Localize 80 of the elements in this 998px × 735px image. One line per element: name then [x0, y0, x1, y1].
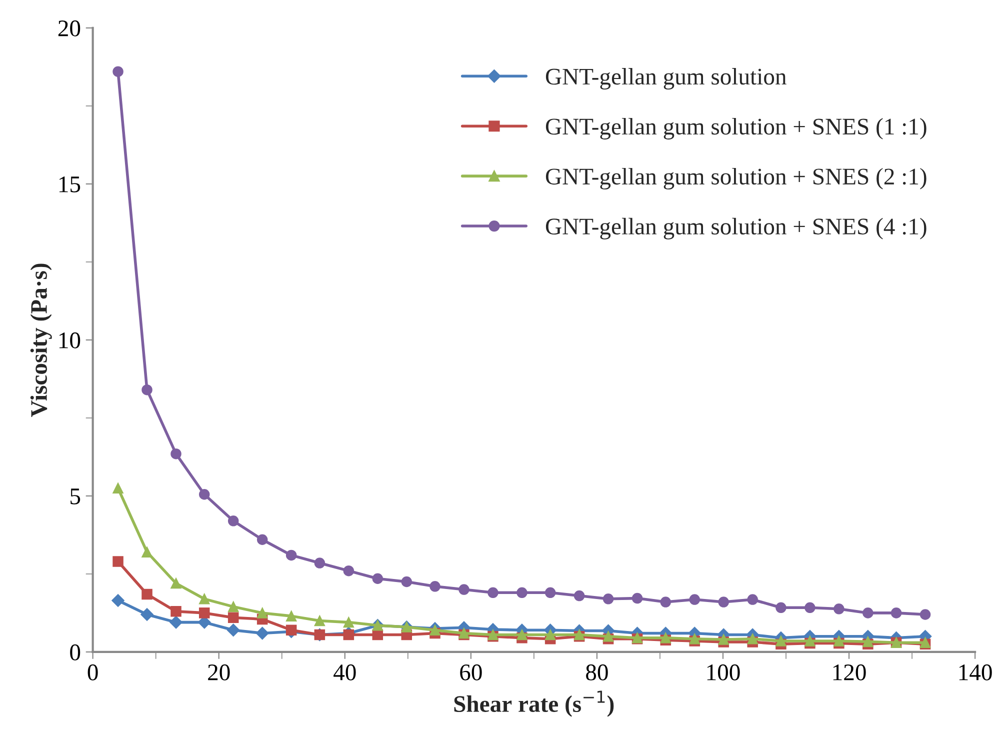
- point: [343, 616, 354, 628]
- legend-label: GNT-gellan gum solution + SNES (1 :1): [546, 118, 926, 140]
- point: [776, 636, 786, 646]
- point: [343, 629, 354, 640]
- point: [804, 636, 816, 646]
- point: [286, 624, 297, 636]
- point: [286, 550, 297, 561]
- point: [228, 601, 239, 612]
- point: [314, 615, 326, 626]
- point: [689, 594, 700, 605]
- point: [142, 588, 152, 600]
- point: [602, 594, 614, 604]
- x-axis-title: Shear rate (s$^{−1}$): [454, 690, 614, 717]
- point: [198, 594, 210, 604]
- y-tick-label: 15: [59, 176, 80, 192]
- point: [834, 636, 844, 646]
- point: [256, 534, 268, 546]
- point: [170, 448, 182, 460]
- point: [112, 556, 124, 567]
- point: [112, 594, 124, 607]
- point: [488, 587, 498, 598]
- point: [834, 604, 844, 614]
- point: [286, 610, 297, 622]
- point: [314, 558, 326, 568]
- point: [198, 489, 210, 500]
- point: [228, 516, 239, 526]
- x-tick-label: 100: [707, 664, 740, 680]
- point: [401, 576, 412, 588]
- point: [544, 587, 556, 598]
- point: [718, 596, 729, 608]
- point: [862, 636, 874, 648]
- point: [544, 629, 556, 640]
- point: [170, 616, 182, 629]
- point: [660, 596, 672, 608]
- point: [574, 590, 585, 602]
- y-tick-label: 0: [70, 644, 80, 660]
- point: [776, 602, 786, 614]
- legend-label: GNT-gellan gum solution + SNES (2 :1): [546, 168, 926, 190]
- point: [228, 612, 239, 624]
- legend-label: GNT-gellan gum solution + SNES (4 :1): [546, 218, 926, 240]
- legend-label: GNT-gellan gum solution: [546, 68, 786, 90]
- y-tick-label: 5: [70, 488, 80, 504]
- point: [804, 602, 816, 614]
- point: [430, 581, 440, 592]
- point: [198, 608, 210, 618]
- y-tick-label: 10: [59, 332, 80, 348]
- point: [372, 573, 384, 584]
- point: [747, 633, 758, 644]
- y-tick-label: 20: [58, 20, 80, 36]
- point: [632, 592, 643, 604]
- x-tick-label: 40: [334, 664, 356, 680]
- x-tick-label: 20: [208, 664, 230, 680]
- x-tick-label: 0: [88, 664, 98, 680]
- point: [343, 565, 354, 576]
- point: [747, 594, 758, 605]
- point: [142, 384, 152, 396]
- x-tick-label: 80: [586, 664, 608, 680]
- point: [689, 633, 700, 644]
- point: [602, 630, 614, 642]
- point: [920, 609, 931, 620]
- point: [256, 626, 269, 640]
- point: [516, 629, 528, 640]
- point: [112, 482, 124, 494]
- point: [170, 606, 182, 617]
- x-tick-label: 60: [460, 664, 482, 680]
- point: [142, 546, 152, 558]
- point: [862, 608, 874, 618]
- x-tick-label: 140: [959, 664, 992, 680]
- point: [516, 587, 528, 598]
- x-tick-label: 120: [833, 664, 866, 680]
- point: [140, 608, 154, 621]
- point: [226, 624, 240, 637]
- point: [170, 578, 182, 589]
- point: [112, 66, 124, 77]
- point: [256, 608, 268, 618]
- point: [430, 624, 440, 636]
- y-axis-title: Viscosity (Pa·s): [30, 264, 52, 417]
- point: [718, 634, 729, 645]
- point: [890, 608, 902, 618]
- point: [458, 584, 470, 595]
